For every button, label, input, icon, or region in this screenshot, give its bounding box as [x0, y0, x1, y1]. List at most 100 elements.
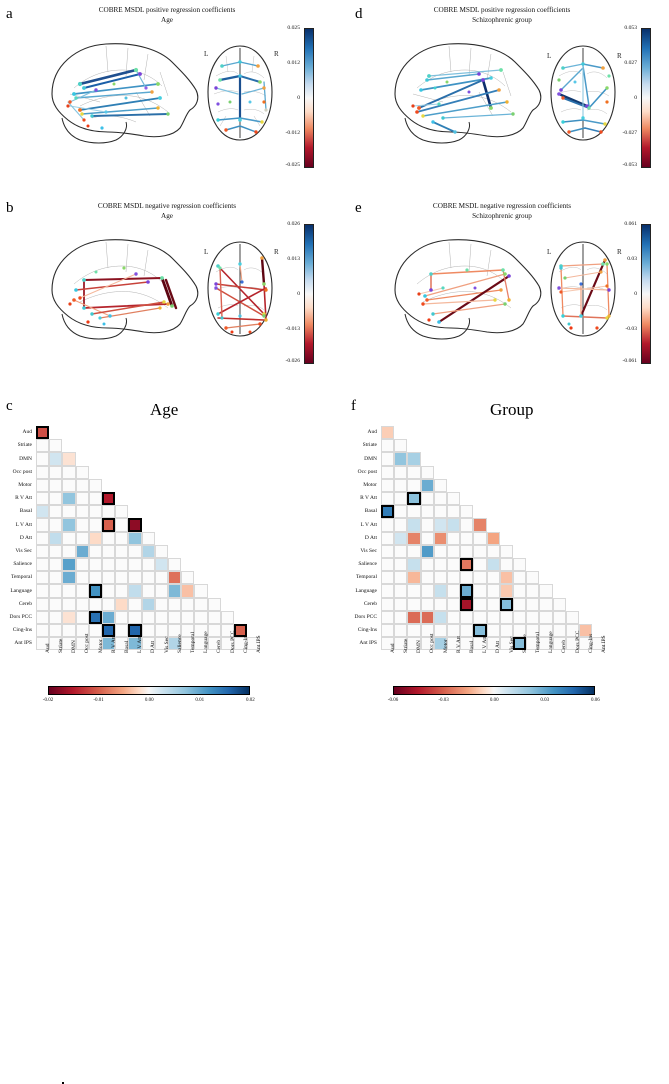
matrix-cell [420, 571, 434, 585]
matrix-cell [88, 558, 102, 572]
panel-a-title: COBRE MSDL positive regression coefficie… [0, 6, 334, 25]
matrix-row-label: Occ post [12, 468, 32, 475]
matrix-cell [141, 531, 155, 545]
matrix-row-label: Striate [17, 442, 32, 449]
matrix-cell [552, 624, 566, 638]
matrix-cell [420, 558, 434, 572]
matrix-cell [381, 426, 395, 440]
matrix-cell [141, 637, 155, 651]
matrix-cell [36, 492, 50, 506]
matrix-cell [102, 624, 116, 638]
matrix-cell [381, 492, 395, 506]
matrix-cell [75, 624, 89, 638]
matrix-cell [407, 544, 421, 558]
matrix-col-label: Cing-Ins [587, 634, 594, 654]
matrix-cell [154, 584, 168, 598]
matrix-col-label: Occ post [84, 633, 91, 654]
matrix-col-label: D Att [495, 641, 502, 654]
matrix-cell [62, 492, 76, 506]
matrix-cell [49, 478, 63, 492]
panel-d-tick-2: 0 [634, 95, 637, 101]
matrix-cell [407, 624, 421, 638]
matrix-cell [420, 610, 434, 624]
panel-d-title-line1: COBRE MSDL positive regression coefficie… [433, 6, 571, 14]
matrix-cell [141, 624, 155, 638]
matrix-cell [394, 584, 408, 598]
matrix-row-label: Aud [22, 429, 32, 436]
matrix-cell [433, 597, 447, 611]
matrix-cell [460, 571, 474, 585]
matrix-col-label: DMN [71, 640, 78, 654]
matrix-cell [394, 518, 408, 532]
panel-e-left-label: L [547, 248, 551, 256]
matrix-cell [513, 624, 527, 638]
matrix-cell [207, 624, 221, 638]
matrix-cell [88, 571, 102, 585]
matrix-row-label: Cereb [363, 600, 377, 607]
matrix-cell [499, 597, 513, 611]
matrix-cell [154, 558, 168, 572]
matrix-cell [88, 544, 102, 558]
matrix-cell [526, 584, 540, 598]
matrix-cell [36, 439, 50, 453]
matrix-cell [88, 531, 102, 545]
matrix-cell [88, 584, 102, 598]
matrix-cell [394, 531, 408, 545]
matrix-col-label: Aud [389, 643, 396, 654]
matrix-colorbar-tick: 0.00 [489, 698, 499, 704]
matrix-colorbar-tick: -0.06 [387, 698, 399, 704]
panel-d: d COBRE MSDL positive regression coeffic… [335, 0, 669, 190]
panel-letter-f: f [351, 398, 356, 414]
matrix-cell [407, 465, 421, 479]
matrix-cell [407, 518, 421, 532]
matrix-cell [381, 624, 395, 638]
matrix-cell [486, 558, 500, 572]
matrix-cell [447, 558, 461, 572]
matrix-cell [220, 624, 234, 638]
matrix-cell [88, 505, 102, 519]
matrix-cell [526, 624, 540, 638]
matrix-col-label: Cereb [216, 640, 223, 654]
matrix-cell [433, 584, 447, 598]
panel-a-right-label: R [274, 50, 279, 58]
matrix-row-label: L V Att [15, 521, 32, 528]
matrix-row-label: Aud [367, 429, 377, 436]
matrix-col-label: Striate [58, 639, 64, 654]
matrix-cell [526, 637, 540, 651]
matrix-cell [115, 518, 129, 532]
matrix-row-label: L V Att [360, 521, 377, 528]
matrix-row-label: Cing-Ins [357, 627, 377, 634]
matrix-cell [460, 558, 474, 572]
matrix-cell [381, 571, 395, 585]
matrix-cell [394, 505, 408, 519]
matrix-row-label: Striate [362, 442, 377, 449]
matrix-cell [579, 637, 593, 651]
panel-e-tick-0: 0.061 [624, 221, 637, 227]
matrix-cell [154, 610, 168, 624]
matrix-cell [88, 518, 102, 532]
matrix-cell [49, 558, 63, 572]
matrix-cell [154, 597, 168, 611]
matrix-cell [36, 610, 50, 624]
matrix-cell [433, 610, 447, 624]
matrix-cell [128, 531, 142, 545]
panel-e-tick-3: -0.03 [625, 326, 637, 332]
panel-b-tick-2: 0 [297, 291, 300, 297]
matrix-row-label: Cing-Ins [12, 627, 32, 634]
matrix-row-label: Language [355, 587, 377, 594]
panel-e-title: COBRE MSDL negative regression coefficie… [335, 202, 669, 221]
matrix-cell [75, 531, 89, 545]
matrix-colorbar-tick: -0.02 [42, 698, 54, 704]
matrix-cell [168, 597, 182, 611]
matrix-cell [102, 544, 116, 558]
matrix-col-label: L V Att [482, 636, 489, 654]
matrix-cell [49, 637, 63, 651]
matrix-cell [168, 571, 182, 585]
matrix-row-label: Vis Sec [360, 547, 377, 554]
matrix-cell [168, 610, 182, 624]
matrix-cell [394, 597, 408, 611]
matrix-row-label: Dors PCC [9, 613, 32, 620]
matrix-cell [407, 571, 421, 585]
matrix-cell [381, 597, 395, 611]
matrix-cell [552, 610, 566, 624]
